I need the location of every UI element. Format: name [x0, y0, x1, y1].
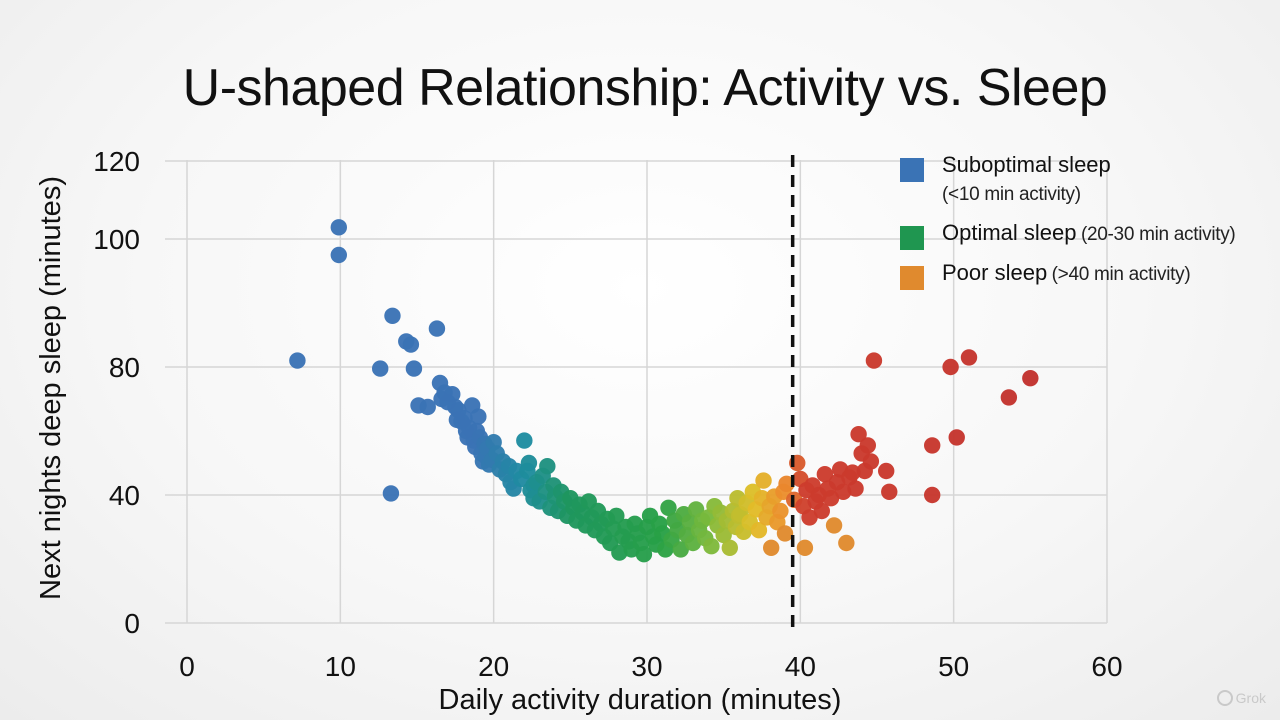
data-point	[838, 534, 855, 552]
data-point	[635, 546, 653, 563]
x-tick-label: 40	[785, 651, 816, 682]
data-point	[835, 483, 852, 500]
data-point	[924, 486, 941, 504]
legend-item-suboptimal: Suboptimal sleep (<10 min activity)	[900, 152, 1278, 206]
data-point	[948, 429, 965, 446]
data-point	[444, 386, 461, 403]
data-point	[755, 472, 772, 489]
y-tick-label: 80	[109, 352, 140, 383]
data-point	[330, 219, 347, 236]
data-point	[384, 307, 401, 324]
data-point	[419, 398, 436, 416]
data-point	[428, 320, 446, 337]
y-tick-label: 100	[93, 224, 140, 255]
data-point	[1000, 389, 1018, 406]
watermark: Grok	[1216, 690, 1266, 706]
data-point	[822, 490, 840, 507]
legend-swatch-optimal	[900, 226, 924, 250]
data-point	[847, 480, 864, 497]
data-point	[405, 360, 423, 377]
legend-swatch-suboptimal	[900, 158, 924, 182]
data-point	[608, 507, 625, 524]
data-point	[289, 352, 306, 369]
data-point	[382, 485, 400, 502]
legend-detail: (<10 min activity)	[942, 184, 1081, 205]
x-tick-label: 10	[325, 651, 356, 682]
data-point	[539, 458, 556, 475]
data-point	[715, 526, 732, 544]
x-tick-label: 30	[631, 651, 662, 682]
data-point	[1022, 370, 1039, 387]
x-tick-label: 50	[938, 651, 969, 682]
data-point	[721, 539, 738, 556]
x-tick-label: 20	[478, 651, 509, 682]
data-point	[402, 336, 420, 353]
legend-swatch-poor	[900, 266, 924, 290]
legend-detail: (20-30 min activity)	[1080, 224, 1236, 245]
x-tick-label: 60	[1091, 651, 1122, 682]
data-point	[470, 408, 487, 425]
data-point	[672, 541, 689, 558]
data-point	[372, 360, 389, 377]
data-points	[289, 219, 1039, 563]
data-point	[516, 432, 533, 449]
data-point	[813, 502, 830, 520]
data-point	[881, 483, 898, 500]
legend-name: Suboptimal sleep	[942, 152, 1111, 177]
legend-item-optimal: Optimal sleep (20-30 min activity)	[900, 220, 1278, 250]
data-point	[850, 426, 867, 443]
data-point	[844, 464, 861, 481]
data-point	[519, 462, 536, 480]
data-point	[778, 475, 795, 492]
data-point	[611, 544, 628, 561]
legend-name: Poor sleep	[942, 260, 1048, 285]
y-tick-label: 120	[93, 146, 140, 177]
data-point	[816, 466, 834, 483]
legend: Suboptimal sleep (<10 min activity) Opti…	[900, 152, 1278, 300]
data-point	[763, 539, 780, 556]
data-point	[750, 522, 768, 539]
data-point	[942, 358, 959, 376]
data-point	[924, 437, 941, 454]
x-axis-label: Daily activity duration (minutes)	[439, 684, 842, 716]
legend-detail: (>40 min activity)	[1051, 264, 1191, 285]
data-point	[330, 246, 347, 264]
data-point	[796, 539, 814, 556]
data-point	[776, 525, 794, 542]
data-point	[960, 349, 978, 366]
data-point	[865, 352, 883, 369]
chart-title: U-shaped Relationship: Activity vs. Slee…	[182, 59, 1108, 117]
data-point	[825, 517, 843, 534]
data-point	[660, 499, 677, 516]
data-point	[859, 437, 876, 454]
data-point	[862, 453, 880, 470]
legend-item-poor: Poor sleep (>40 min activity)	[900, 260, 1278, 290]
data-point	[703, 538, 720, 555]
y-axis-ticks: 0 40 80 100 120	[93, 146, 140, 639]
y-axis-label: Next nights deep sleep (minutes)	[35, 176, 67, 600]
data-point	[772, 502, 789, 520]
x-tick-label: 0	[179, 651, 195, 682]
watermark-text: Grok	[1235, 690, 1266, 706]
legend-name: Optimal sleep	[942, 220, 1077, 245]
data-point	[878, 462, 895, 480]
data-point	[801, 509, 818, 526]
x-axis-ticks: 0 10 20 30 40 50 60	[179, 651, 1122, 682]
y-tick-label: 0	[124, 608, 140, 639]
y-tick-label: 40	[109, 480, 140, 511]
grok-logo-icon	[1216, 690, 1233, 706]
